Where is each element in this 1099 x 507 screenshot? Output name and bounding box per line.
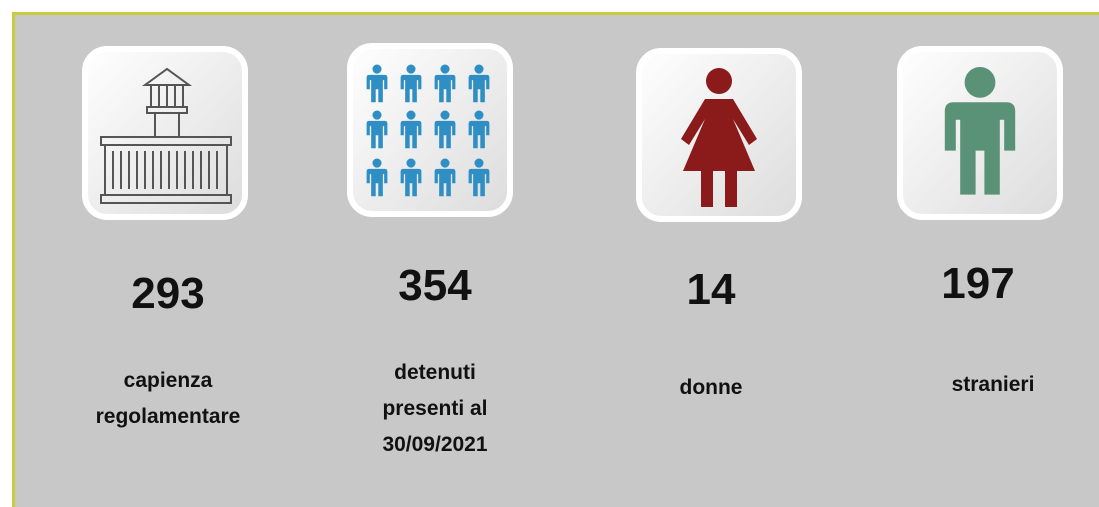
people-icon bbox=[347, 43, 513, 217]
stat-label: stranieri bbox=[951, 373, 1035, 396]
stat-label: donne bbox=[679, 376, 743, 399]
stat-value: 14 bbox=[686, 265, 736, 314]
stat-value: 197 bbox=[941, 259, 1015, 308]
prison-icon bbox=[82, 46, 248, 220]
woman-icon bbox=[636, 48, 802, 222]
stat-value: 293 bbox=[131, 269, 205, 318]
panel: 293 354 14 197 capienza regolamentare de… bbox=[12, 12, 1099, 507]
stat-label: capienza regolamentare bbox=[95, 369, 241, 428]
man-icon bbox=[897, 46, 1063, 220]
stat-value: 354 bbox=[398, 261, 472, 310]
stat-label: detenuti presenti al 30/09/2021 bbox=[382, 361, 488, 456]
